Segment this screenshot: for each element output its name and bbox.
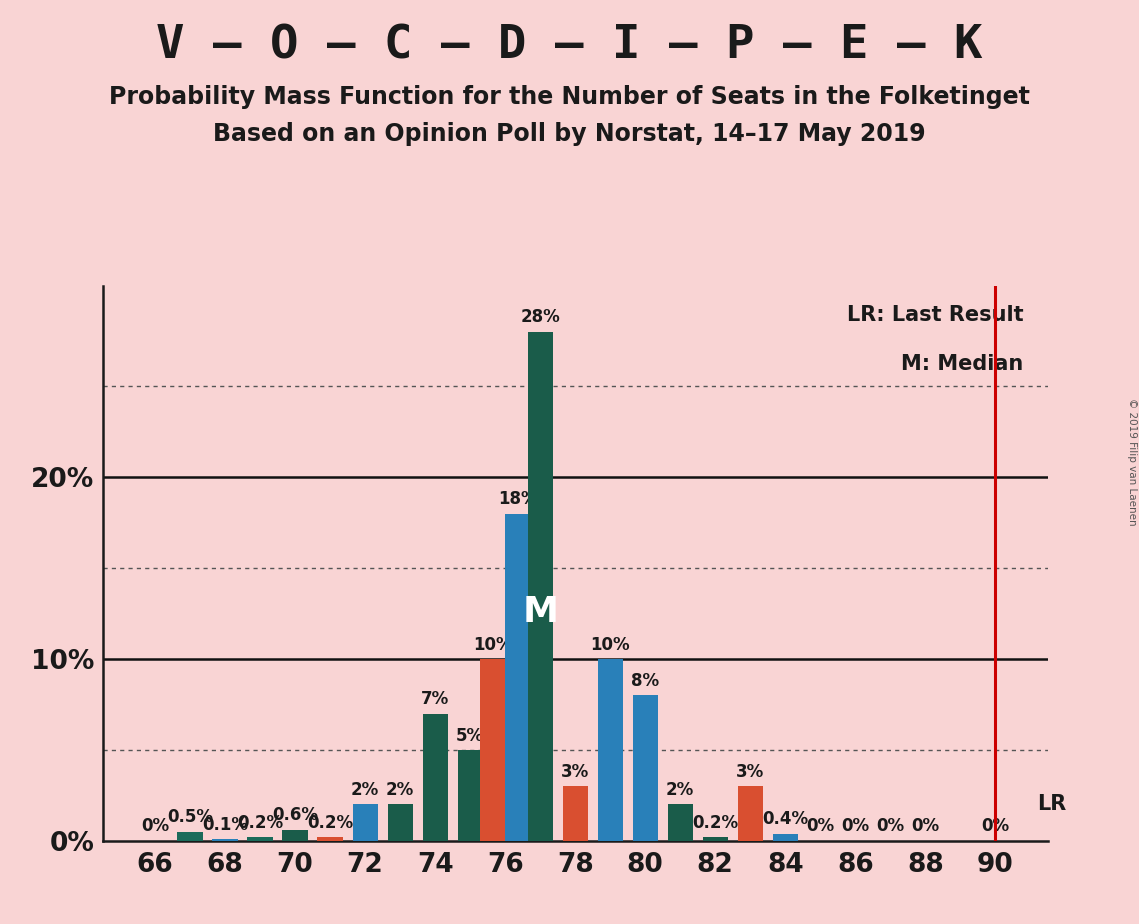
Text: M: M — [522, 595, 558, 629]
Text: 0.2%: 0.2% — [237, 814, 284, 832]
Text: 0%: 0% — [842, 818, 869, 835]
Text: 7%: 7% — [421, 690, 449, 708]
Text: 2%: 2% — [386, 781, 415, 799]
Text: 2%: 2% — [666, 781, 695, 799]
Bar — [247, 837, 272, 841]
Bar — [480, 659, 506, 841]
Text: V – O – C – D – I – P – E – K: V – O – C – D – I – P – E – K — [156, 23, 983, 68]
Bar — [772, 833, 798, 841]
Bar — [632, 696, 658, 841]
Text: Based on an Opinion Poll by Norstat, 14–17 May 2019: Based on an Opinion Poll by Norstat, 14–… — [213, 122, 926, 146]
Bar — [423, 713, 448, 841]
Bar — [738, 786, 763, 841]
Text: 0.4%: 0.4% — [762, 810, 809, 828]
Text: 5%: 5% — [456, 726, 484, 745]
Text: Probability Mass Function for the Number of Seats in the Folketinget: Probability Mass Function for the Number… — [109, 85, 1030, 109]
Text: 0.2%: 0.2% — [693, 814, 738, 832]
Bar — [387, 805, 412, 841]
Text: 0.1%: 0.1% — [202, 816, 248, 833]
Bar — [458, 750, 483, 841]
Text: 3%: 3% — [736, 763, 764, 781]
Bar — [352, 805, 378, 841]
Text: 0%: 0% — [141, 818, 169, 835]
Text: 10%: 10% — [473, 636, 513, 653]
Text: 0%: 0% — [876, 818, 904, 835]
Text: 0.2%: 0.2% — [308, 814, 353, 832]
Text: 3%: 3% — [562, 763, 589, 781]
Text: 0%: 0% — [806, 818, 835, 835]
Text: 0%: 0% — [982, 818, 1009, 835]
Text: LR: LR — [1038, 794, 1066, 813]
Text: LR: Last Result: LR: Last Result — [846, 305, 1023, 324]
Bar — [563, 786, 588, 841]
Text: 8%: 8% — [631, 672, 659, 690]
Text: 0.5%: 0.5% — [167, 808, 213, 826]
Bar — [282, 830, 308, 841]
Bar — [506, 514, 531, 841]
Bar — [213, 839, 238, 841]
Text: 28%: 28% — [521, 309, 560, 326]
Text: © 2019 Filip van Laenen: © 2019 Filip van Laenen — [1126, 398, 1137, 526]
Bar — [178, 832, 203, 841]
Text: 0%: 0% — [911, 818, 940, 835]
Text: M: Median: M: Median — [901, 354, 1023, 373]
Text: 18%: 18% — [498, 491, 538, 508]
Text: 10%: 10% — [590, 636, 630, 653]
Bar — [318, 837, 343, 841]
Bar — [667, 805, 693, 841]
Text: 0.6%: 0.6% — [272, 807, 318, 824]
Bar — [527, 332, 552, 841]
Text: 2%: 2% — [351, 781, 379, 799]
Bar — [703, 837, 728, 841]
Bar — [598, 659, 623, 841]
